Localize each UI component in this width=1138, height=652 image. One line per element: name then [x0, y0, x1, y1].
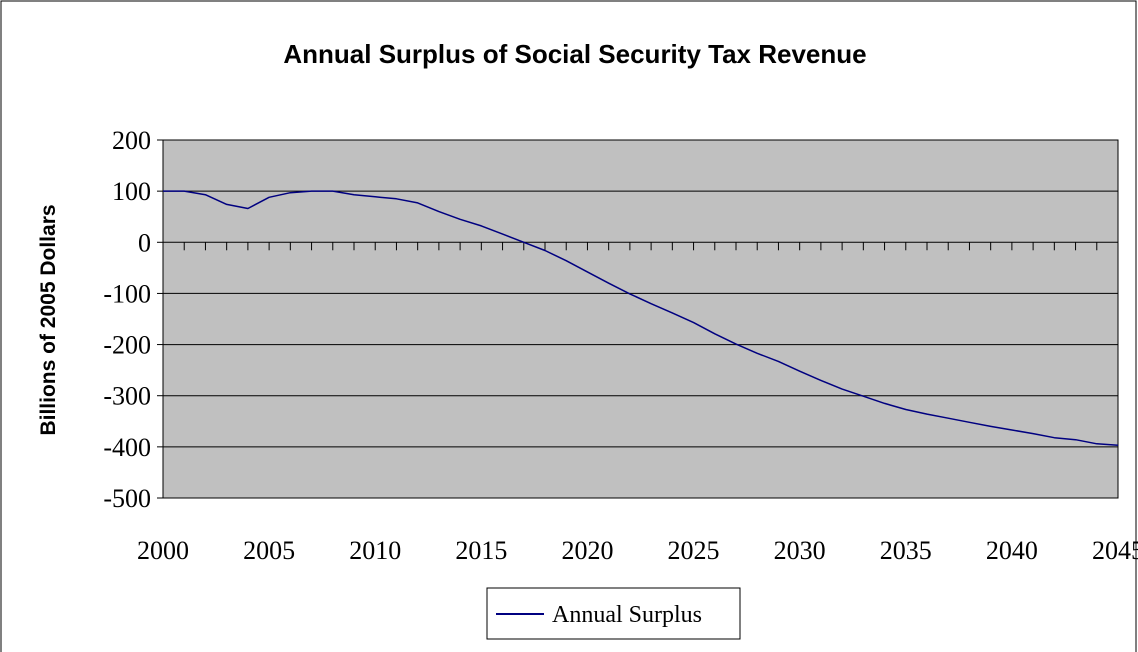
chart-title: Annual Surplus of Social Security Tax Re…: [283, 39, 866, 69]
x-tick-label: 2005: [243, 536, 295, 565]
y-tick-label: -100: [103, 279, 151, 308]
x-tick-label: 2010: [349, 536, 401, 565]
legend-label: Annual Surplus: [552, 602, 702, 628]
x-tick-label: 2015: [455, 536, 507, 565]
x-tick-label: 2000: [137, 536, 189, 565]
x-tick-label: 2035: [880, 536, 932, 565]
plot-area: [163, 140, 1118, 498]
y-tick-label: 100: [112, 177, 151, 206]
x-tick-label: 2025: [668, 536, 720, 565]
x-tick-label: 2030: [774, 536, 826, 565]
x-tick-label: 2020: [561, 536, 613, 565]
x-tick-label: 2045: [1092, 536, 1138, 565]
x-tick-label: 2040: [986, 536, 1038, 565]
y-tick-label: -300: [103, 382, 151, 411]
y-tick-label: -200: [103, 331, 151, 360]
y-axis-label: Billions of 2005 Dollars: [37, 204, 60, 435]
y-tick-label: 200: [112, 126, 151, 155]
legend: Annual Surplus: [487, 588, 740, 639]
y-tick-label: 0: [138, 228, 151, 257]
y-tick-label: -400: [103, 433, 151, 462]
y-tick-label: -500: [103, 484, 151, 513]
